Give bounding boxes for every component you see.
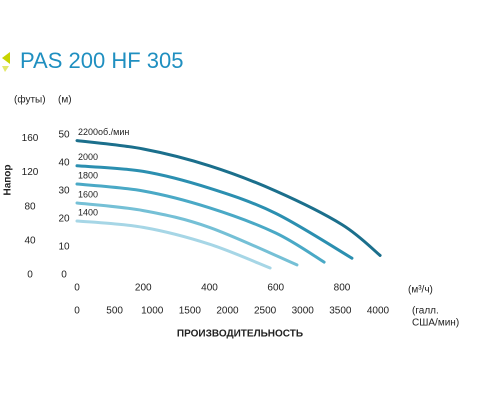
curve <box>75 219 272 270</box>
y2-tick-label: 120 <box>22 167 39 178</box>
y-unit: (м) <box>58 95 72 106</box>
x-tick-label: 0 <box>74 283 80 294</box>
x-label: ПРОИЗВОДИТЕЛЬНОСТЬ <box>177 329 303 340</box>
x2-tick-label: 3500 <box>329 306 352 317</box>
x2-tick-label: 2500 <box>254 306 277 317</box>
x2-tick-label: 1500 <box>179 306 202 317</box>
x2-tick-label: 2000 <box>216 306 239 317</box>
series-label: 2000 <box>78 152 98 162</box>
y2-tick-label: 160 <box>22 133 39 144</box>
x2-tick-label: 0 <box>74 306 80 317</box>
curve <box>75 139 382 257</box>
curve <box>75 164 354 260</box>
y-label: Напор <box>3 164 14 195</box>
y2-tick-label: 0 <box>27 270 33 281</box>
x-tick-label: 600 <box>267 283 284 294</box>
x2-label: (галл. <box>412 306 439 317</box>
y2-tick-label: 40 <box>24 235 36 246</box>
x-unit: (м³/ч) <box>408 285 433 296</box>
y-tick-label: 20 <box>58 214 70 225</box>
y-tick-label: 0 <box>61 270 67 281</box>
y-tick-label: 10 <box>58 242 70 253</box>
series-label: 1400 <box>78 207 98 217</box>
y-tick-label: 30 <box>58 186 70 197</box>
x-tick-label: 400 <box>201 283 218 294</box>
curve <box>75 182 326 264</box>
x2-label: США/мин) <box>412 318 459 329</box>
y-tick-label: 40 <box>58 158 70 169</box>
series-label: 2200об./мин <box>78 127 129 137</box>
series-label: 1600 <box>78 189 98 199</box>
x2-tick-label: 3000 <box>292 306 315 317</box>
x2-tick-label: 500 <box>106 306 123 317</box>
series-label: 1800 <box>78 170 98 180</box>
x2-tick-label: 1000 <box>141 306 164 317</box>
x-tick-label: 800 <box>334 283 351 294</box>
chart-title: PAS 200 HF 305 <box>20 48 183 73</box>
curve <box>75 201 299 267</box>
y-tick-label: 50 <box>58 130 70 141</box>
x-tick-label: 200 <box>135 283 152 294</box>
logo <box>2 52 10 72</box>
x2-tick-label: 4000 <box>367 306 390 317</box>
y2-tick-label: 80 <box>24 201 36 212</box>
y2-unit: (футы) <box>14 94 46 106</box>
